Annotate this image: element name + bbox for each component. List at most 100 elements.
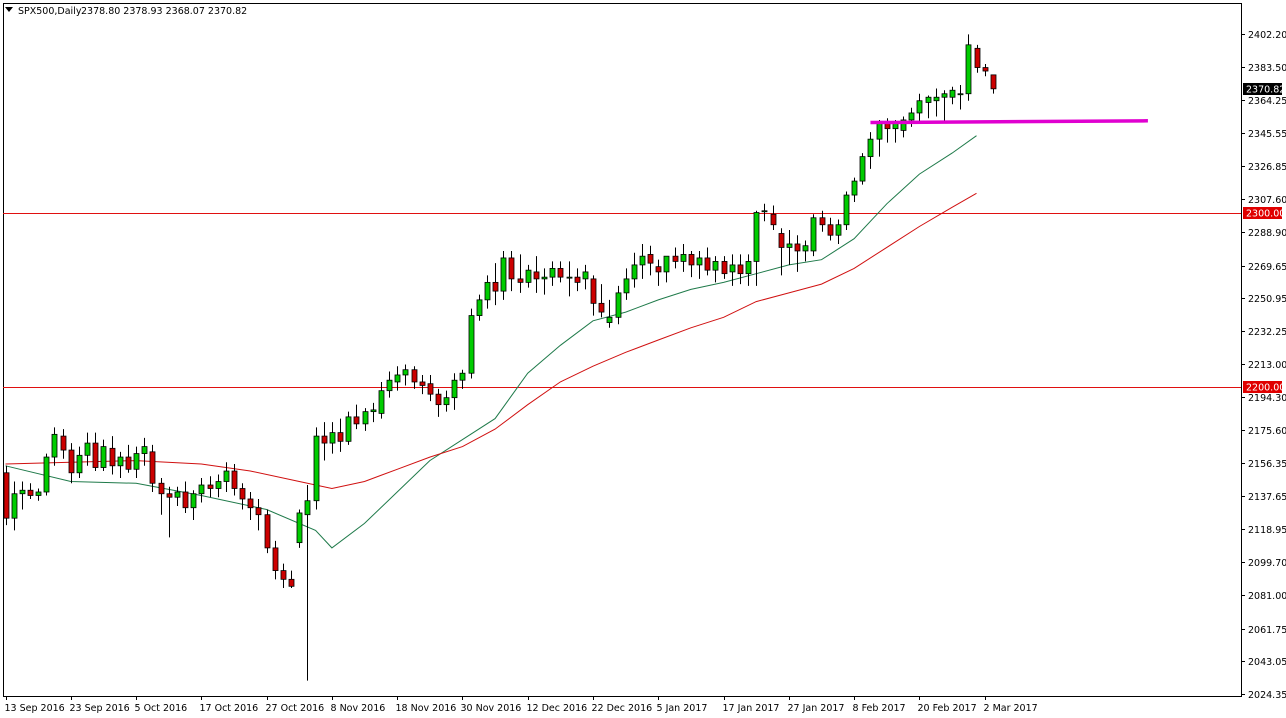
candle[interactable] — [117, 451, 124, 479]
candle[interactable] — [770, 205, 777, 230]
candle[interactable] — [941, 90, 948, 124]
candle[interactable] — [721, 256, 728, 279]
candle[interactable] — [900, 116, 907, 138]
support-marker-line[interactable] — [870, 119, 1148, 125]
chart-menu-triangle-icon[interactable] — [5, 7, 13, 12]
candle[interactable] — [329, 422, 336, 454]
candle[interactable] — [435, 388, 442, 417]
candle[interactable] — [378, 381, 385, 419]
candle[interactable] — [264, 509, 271, 554]
candle[interactable] — [949, 86, 956, 105]
candle[interactable] — [566, 261, 573, 297]
candle[interactable] — [729, 254, 736, 286]
candle[interactable] — [182, 481, 189, 513]
candle[interactable] — [133, 446, 140, 479]
candle[interactable] — [247, 491, 254, 520]
candle[interactable] — [916, 93, 923, 122]
candle[interactable] — [680, 243, 687, 272]
candle[interactable] — [190, 490, 197, 520]
candle[interactable] — [255, 498, 262, 531]
candle[interactable] — [166, 486, 173, 538]
candle[interactable] — [43, 453, 50, 496]
candle[interactable] — [549, 261, 556, 286]
candle[interactable] — [427, 374, 434, 402]
candle[interactable] — [982, 64, 989, 77]
candle[interactable] — [109, 436, 116, 475]
candle[interactable] — [517, 254, 524, 293]
candle[interactable] — [231, 464, 238, 496]
candle[interactable] — [957, 85, 964, 110]
candle[interactable] — [60, 429, 67, 459]
candle[interactable] — [321, 422, 328, 461]
candle[interactable] — [655, 259, 662, 286]
candle[interactable] — [419, 374, 426, 395]
candle[interactable] — [215, 474, 222, 498]
candle[interactable] — [753, 210, 760, 286]
candle[interactable] — [574, 268, 581, 292]
candle[interactable] — [851, 177, 858, 203]
candle[interactable] — [590, 275, 597, 316]
candle[interactable] — [345, 411, 352, 445]
candle[interactable] — [688, 250, 695, 278]
candle[interactable] — [362, 408, 369, 431]
candle[interactable] — [272, 540, 279, 580]
candle[interactable] — [819, 210, 826, 232]
candle[interactable] — [974, 44, 981, 73]
candle[interactable] — [337, 418, 344, 452]
candle[interactable] — [541, 268, 548, 295]
candle[interactable] — [533, 256, 540, 293]
candle[interactable] — [696, 250, 703, 279]
candle[interactable] — [158, 478, 165, 515]
candle[interactable] — [492, 263, 499, 306]
candle[interactable] — [615, 285, 622, 325]
candle[interactable] — [411, 366, 418, 389]
candle[interactable] — [745, 254, 752, 286]
candle[interactable] — [704, 247, 711, 276]
candle[interactable] — [76, 446, 83, 479]
candle[interactable] — [207, 476, 214, 498]
candle[interactable] — [125, 444, 132, 473]
candle[interactable] — [3, 465, 10, 526]
candle[interactable] — [965, 34, 972, 101]
candle[interactable] — [631, 252, 638, 288]
candle[interactable] — [843, 191, 850, 230]
candle[interactable] — [370, 402, 377, 423]
candle[interactable] — [174, 486, 181, 506]
candle[interactable] — [141, 437, 148, 466]
candle[interactable] — [68, 443, 75, 484]
candle[interactable] — [198, 478, 205, 503]
candle[interactable] — [402, 364, 409, 386]
candle[interactable] — [51, 427, 58, 466]
candle[interactable] — [802, 240, 809, 262]
candle[interactable] — [623, 268, 630, 300]
candle[interactable] — [794, 235, 801, 272]
candle[interactable] — [100, 439, 107, 472]
candle[interactable] — [27, 483, 34, 499]
candle[interactable] — [672, 247, 679, 269]
candle[interactable] — [353, 404, 360, 430]
candle[interactable] — [925, 95, 932, 119]
candle[interactable] — [35, 488, 42, 501]
candle[interactable] — [598, 284, 605, 318]
candle[interactable] — [827, 217, 834, 241]
candle[interactable] — [508, 250, 515, 292]
candle[interactable] — [280, 563, 287, 589]
candle[interactable] — [239, 483, 246, 510]
candle[interactable] — [737, 254, 744, 285]
candle[interactable] — [484, 275, 491, 309]
candle[interactable] — [451, 373, 458, 410]
candle[interactable] — [500, 250, 507, 300]
candle[interactable] — [933, 88, 940, 117]
candle[interactable] — [443, 390, 450, 412]
candle[interactable] — [92, 432, 99, 472]
candle[interactable] — [810, 214, 817, 257]
candle[interactable] — [84, 432, 91, 466]
candle[interactable] — [867, 132, 874, 169]
candle[interactable] — [712, 256, 719, 283]
candle[interactable] — [639, 243, 646, 279]
candle[interactable] — [778, 228, 785, 276]
candle[interactable] — [386, 371, 393, 398]
candle[interactable] — [19, 481, 26, 510]
candle[interactable] — [313, 427, 320, 510]
